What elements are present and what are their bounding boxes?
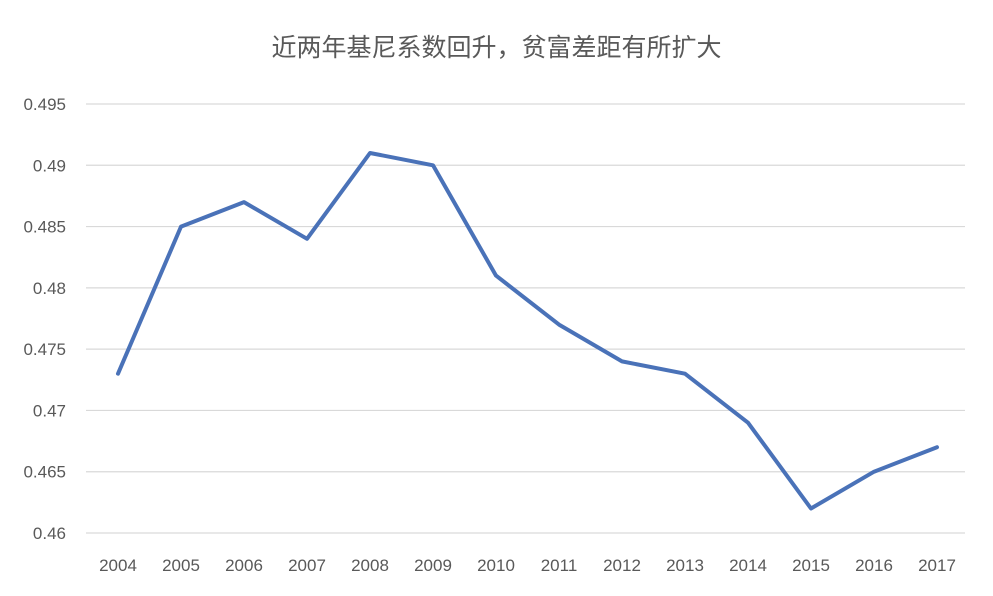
x-tick-label: 2005: [162, 556, 200, 575]
x-tick-label: 2004: [99, 556, 137, 575]
y-tick-label: 0.48: [33, 279, 66, 298]
chart-title: 近两年基尼系数回升，贫富差距有所扩大: [271, 33, 722, 62]
y-tick-label: 0.475: [23, 340, 66, 359]
x-tick-label: 2012: [603, 556, 641, 575]
x-tick-label: 2009: [414, 556, 452, 575]
y-tick-label: 0.47: [33, 401, 66, 420]
y-tick-label: 0.49: [33, 156, 66, 175]
x-tick-label: 2013: [666, 556, 704, 575]
x-tick-label: 2007: [288, 556, 326, 575]
x-tick-label: 2008: [351, 556, 389, 575]
x-tick-label: 2014: [729, 556, 767, 575]
x-tick-label: 2010: [477, 556, 515, 575]
x-tick-label: 2011: [541, 556, 578, 575]
y-tick-label: 0.46: [33, 524, 66, 543]
y-tick-label: 0.465: [23, 463, 66, 482]
x-tick-label: 2016: [855, 556, 893, 575]
x-tick-label: 2017: [918, 556, 956, 575]
x-tick-label: 2015: [792, 556, 830, 575]
series-line: [116, 151, 939, 511]
y-tick-label: 0.485: [23, 218, 66, 237]
y-tick-label: 0.495: [23, 95, 66, 114]
x-tick-label: 2006: [225, 556, 263, 575]
